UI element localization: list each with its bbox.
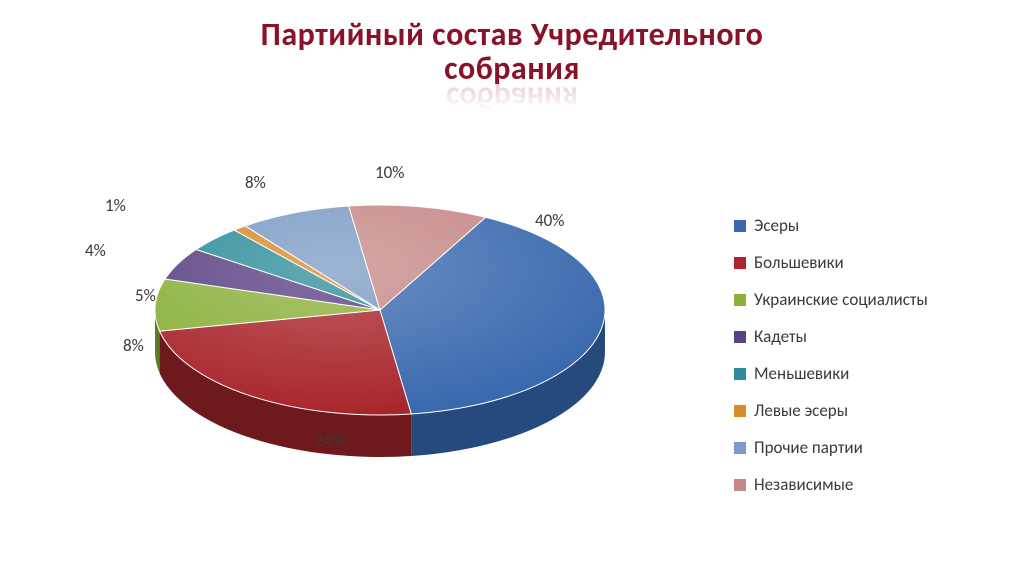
- legend-label: Большевики: [754, 252, 844, 273]
- legend: Эсеры Большевики Украинские социалисты Каде…: [734, 215, 984, 511]
- legend-label: Эсеры: [754, 215, 799, 236]
- pct-label: 10%: [375, 162, 404, 183]
- legend-label: Меньшевики: [754, 363, 849, 384]
- legend-swatch: [734, 368, 746, 380]
- title-reflect-line1: собрания: [446, 79, 578, 118]
- legend-item: Большевики: [734, 252, 984, 273]
- pct-label: 8%: [245, 172, 266, 193]
- pct-label: 1%: [105, 195, 126, 216]
- legend-label: Прочие партии: [754, 437, 863, 458]
- pct-label: 8%: [123, 335, 144, 356]
- pct-label: 4%: [85, 240, 106, 261]
- legend-swatch: [734, 405, 746, 417]
- legend-item: Украинские социалисты: [734, 289, 984, 310]
- legend-label: Левые эсеры: [754, 400, 848, 421]
- legend-swatch: [734, 442, 746, 454]
- pct-label: 5%: [135, 285, 156, 306]
- legend-swatch: [734, 257, 746, 269]
- legend-label: Независимые: [754, 474, 853, 495]
- legend-swatch: [734, 479, 746, 491]
- pct-label: 40%: [535, 210, 564, 231]
- legend-item: Прочие партии: [734, 437, 984, 458]
- legend-label: Украинские социалисты: [754, 289, 928, 310]
- legend-swatch: [734, 331, 746, 343]
- legend-item: Эсеры: [734, 215, 984, 236]
- legend-item: Независимые: [734, 474, 984, 495]
- pie-chart: 40% 24% 8% 5% 4% 1% 8% 10%: [40, 130, 680, 550]
- legend-item: Меньшевики: [734, 363, 984, 384]
- legend-label: Кадеты: [754, 326, 807, 347]
- pct-label: 24%: [315, 430, 344, 451]
- legend-swatch: [734, 294, 746, 306]
- legend-swatch: [734, 220, 746, 232]
- pie-highlight: [155, 205, 605, 415]
- chart-title: Партийный состав Учредительногособрания …: [0, 18, 1024, 115]
- legend-item: Левые эсеры: [734, 400, 984, 421]
- legend-item: Кадеты: [734, 326, 984, 347]
